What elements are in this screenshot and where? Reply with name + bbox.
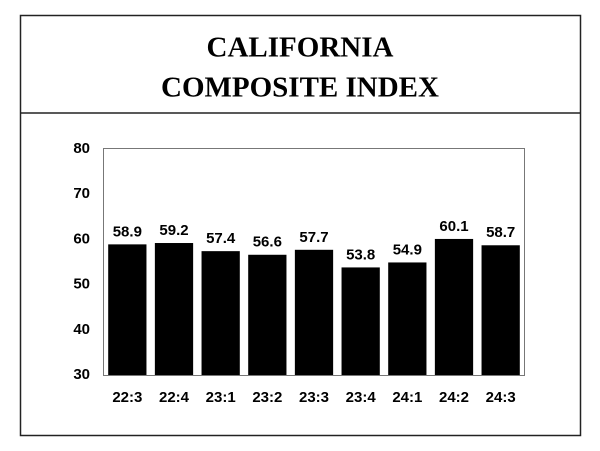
bar	[434, 238, 474, 375]
chart-title: CALIFORNIA	[207, 32, 394, 64]
y-tick-label: 60	[73, 230, 90, 247]
bar	[154, 243, 194, 375]
bar	[248, 254, 287, 375]
value-label: 54.9	[393, 241, 422, 258]
bar	[201, 251, 240, 375]
value-label: 56.6	[253, 234, 282, 251]
value-label: 60.1	[439, 218, 468, 235]
value-label: 53.8	[346, 246, 375, 263]
y-tick-label: 40	[73, 321, 90, 338]
x-tick-label: 24:3	[486, 389, 516, 406]
x-tick-label: 23:3	[299, 389, 329, 406]
value-label: 59.2	[159, 222, 188, 239]
plot-frame	[103, 148, 525, 376]
bar	[108, 244, 147, 375]
x-tick-label: 22:3	[112, 389, 142, 406]
x-tick-label: 23:1	[206, 389, 236, 406]
value-label: 57.7	[299, 229, 328, 246]
value-label: 58.9	[113, 223, 142, 240]
x-tick-label: 23:4	[346, 389, 377, 406]
x-tick-label: 22:4	[159, 389, 190, 406]
x-tick-label: 24:1	[392, 389, 422, 406]
y-tick-label: 30	[73, 366, 90, 383]
outer-frame	[19, 14, 582, 437]
bar	[341, 267, 380, 375]
y-tick-label: 50	[73, 276, 90, 293]
y-tick-label: 70	[73, 185, 90, 202]
value-label: 57.4	[206, 230, 236, 247]
chart-title: COMPOSITE INDEX	[161, 72, 439, 104]
y-tick-label: 80	[73, 140, 90, 157]
bar	[481, 245, 520, 375]
bar	[294, 249, 334, 375]
x-tick-label: 23:2	[252, 389, 282, 406]
x-tick-label: 24:2	[439, 389, 469, 406]
bar	[388, 262, 427, 375]
value-label: 58.7	[486, 224, 515, 241]
